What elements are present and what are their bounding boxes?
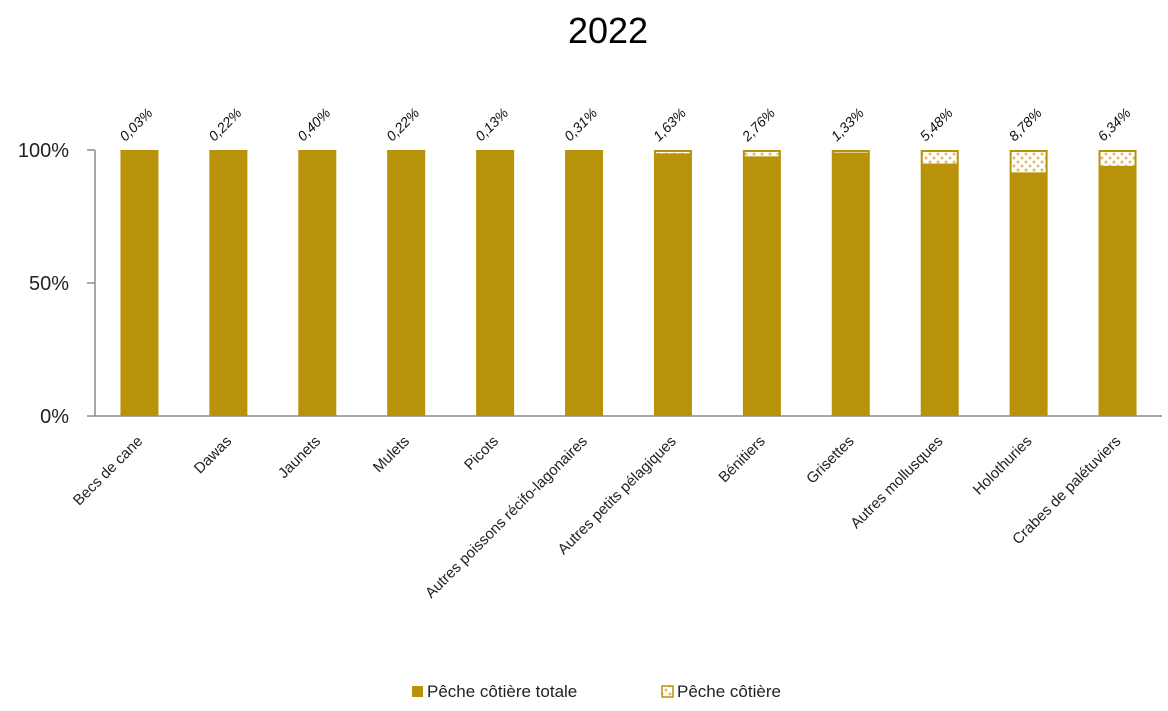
bar-peche-cotiere bbox=[742, 150, 781, 159]
bar-peche-cotiere bbox=[653, 150, 692, 156]
data-label: 6,34% bbox=[1094, 105, 1133, 144]
x-tick-label: Bénitiers bbox=[715, 433, 768, 486]
y-tick-label: 50% bbox=[29, 273, 69, 295]
bar-peche-cotiere-totale bbox=[120, 150, 159, 416]
x-tick-label: Autres mollusques bbox=[847, 433, 946, 532]
data-labels: 0,03% 0,22% 0,40% 0,22% 0,13% 0,31% 1,63% 2,76%… bbox=[116, 105, 1133, 145]
bar-peche-cotiere bbox=[120, 150, 159, 153]
bar-peche-cotiere-totale bbox=[831, 153, 870, 417]
bar-peche-cotiere-totale bbox=[476, 150, 515, 416]
bar-peche-cotiere bbox=[565, 150, 604, 153]
bars bbox=[120, 150, 1137, 417]
y-axis: 0% 50% 100% bbox=[18, 140, 1162, 428]
bar-peche-cotiere-totale bbox=[742, 157, 781, 416]
data-label: 1,63% bbox=[650, 105, 689, 144]
x-tick-label: Mulets bbox=[370, 433, 413, 476]
x-tick-label: Dawas bbox=[191, 433, 235, 477]
y-tick-label: 0% bbox=[40, 406, 69, 428]
bar-peche-cotiere-totale bbox=[298, 151, 337, 416]
bar-peche-cotiere bbox=[1009, 150, 1048, 175]
bar-peche-cotiere bbox=[831, 150, 870, 155]
bar-peche-cotiere bbox=[476, 150, 515, 153]
data-label: 1,33% bbox=[828, 105, 867, 144]
x-tick-label: Holothuries bbox=[970, 433, 1036, 499]
bar-peche-cotiere-totale bbox=[920, 164, 959, 416]
x-axis-labels: Becs de cane Dawas Jaunets Mulets PicotsAutr… bbox=[70, 433, 1124, 602]
x-tick-label: Becs de cane bbox=[70, 433, 146, 509]
legend-swatch-dotted bbox=[661, 685, 674, 698]
bar-peche-cotiere bbox=[298, 150, 337, 153]
data-label: 0,22% bbox=[383, 105, 422, 144]
bar-peche-cotiere bbox=[387, 150, 426, 153]
legend: Pêche côtière totale Pêche côtière bbox=[412, 682, 781, 701]
bar-peche-cotiere-totale bbox=[653, 154, 692, 416]
bar-peche-cotiere-totale bbox=[565, 150, 604, 417]
bar-peche-cotiere bbox=[1098, 150, 1137, 168]
data-label: 0,31% bbox=[561, 105, 600, 144]
data-label: 0,13% bbox=[472, 105, 511, 144]
bar-peche-cotiere-totale bbox=[387, 150, 426, 416]
x-tick-label: Picots bbox=[461, 433, 502, 474]
data-label: 0,22% bbox=[205, 105, 244, 144]
legend-label: Pêche côtière totale bbox=[427, 682, 577, 701]
x-tick-label: Autres poissons récifo-lagonaires bbox=[422, 433, 591, 602]
bar-peche-cotiere-totale bbox=[209, 150, 248, 416]
y-tick-label: 100% bbox=[18, 140, 69, 162]
legend-label: Pêche côtière bbox=[677, 682, 781, 701]
x-tick-label: Jaunets bbox=[275, 433, 324, 482]
x-tick-label: Grisettes bbox=[803, 433, 857, 487]
data-label: 8,78% bbox=[1005, 105, 1044, 144]
data-label: 0,03% bbox=[116, 105, 155, 144]
bar-peche-cotiere-totale bbox=[1098, 166, 1137, 416]
data-label: 0,40% bbox=[294, 105, 333, 144]
legend-swatch-solid bbox=[412, 686, 423, 697]
chart-title: 2022 bbox=[568, 10, 648, 51]
data-label: 2,76% bbox=[738, 105, 778, 145]
bar-peche-cotiere bbox=[920, 150, 959, 166]
bar-peche-cotiere bbox=[209, 150, 248, 153]
data-label: 5,48% bbox=[916, 105, 955, 144]
bar-peche-cotiere-totale bbox=[1009, 173, 1048, 416]
